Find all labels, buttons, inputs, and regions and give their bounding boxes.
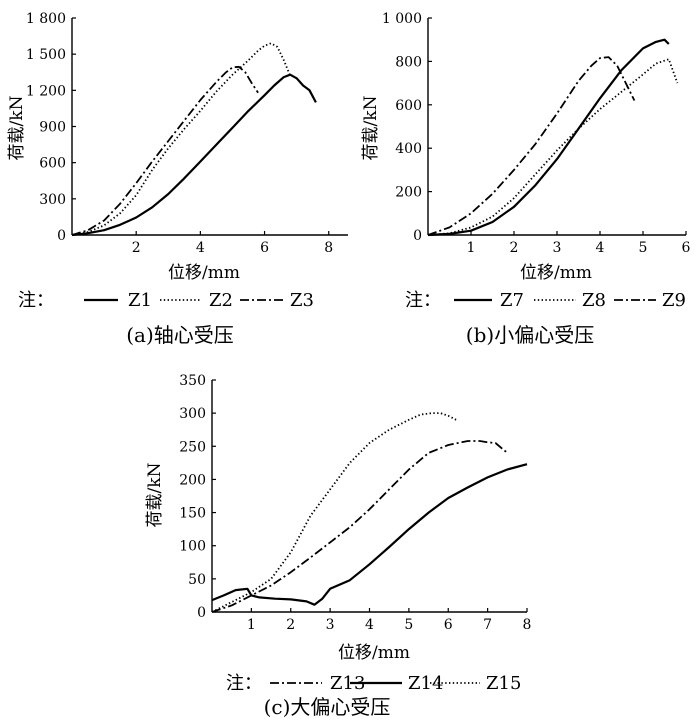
x-tick-label: 5	[639, 240, 648, 256]
legend-prefix: 注：	[226, 673, 262, 694]
y-tick-label: 0	[197, 605, 206, 621]
x-tick-label: 2	[286, 617, 295, 633]
panel-caption: (a)轴心受压	[126, 323, 234, 347]
y-tick-label: 150	[179, 506, 206, 522]
x-tick-label: 8	[523, 617, 532, 633]
x-tick-label: 2	[132, 240, 141, 256]
x-axis-title: 位移/mm	[168, 263, 240, 283]
x-tick-label: 6	[682, 240, 691, 256]
series-line-z2	[71, 42, 292, 236]
legend-label-z1: Z1	[128, 290, 152, 311]
series-line-z9	[427, 56, 636, 236]
y-tick-label: 0	[413, 228, 422, 244]
x-tick-label: 4	[365, 617, 374, 633]
legend-prefix: 注：	[405, 290, 441, 311]
y-tick-label: 1 500	[26, 47, 66, 63]
series-line-z14	[211, 463, 528, 606]
chart-panel-1: 2 4 6 8 0 300 600 900 1 200 1 500 1 800 位移/mm 荷载/kN 注…	[7, 11, 348, 347]
legend-label-z3: Z3	[290, 290, 314, 311]
x-tick-label: 3	[553, 240, 562, 256]
y-tick-label: 300	[39, 192, 66, 208]
y-tick-label: 1 800	[26, 11, 66, 27]
x-tick-label: 4	[596, 240, 605, 256]
series-line-z8	[427, 58, 679, 236]
chart-panel-2: 1 2 3 4 5 6 0 200 400 600 800 1 000 位移/mm 荷载/kN 注： Z7 Z8…	[361, 11, 691, 347]
y-tick-label: 300	[179, 406, 206, 422]
y-tick-label: 200	[179, 472, 206, 488]
y-tick-label: 250	[179, 439, 206, 455]
y-tick-label: 350	[179, 373, 206, 389]
y-tick-label: 900	[39, 120, 66, 136]
legend-label-z9: Z9	[662, 290, 686, 311]
x-tick-label: 4	[196, 240, 205, 256]
x-tick-label: 6	[444, 617, 453, 633]
y-tick-label: 1 000	[382, 11, 422, 27]
x-tick-label: 3	[326, 617, 335, 633]
series-line-z3	[71, 65, 259, 236]
legend-label-z2: Z2	[209, 290, 233, 311]
legend-label-z13: Z13	[330, 673, 365, 694]
y-tick-label: 0	[57, 228, 66, 244]
y-axis-title: 荷载/kN	[361, 95, 381, 160]
y-tick-label: 1 200	[26, 83, 66, 99]
y-tick-label: 600	[395, 98, 422, 114]
x-tick-label: 1	[247, 617, 256, 633]
panel-caption: (b)小偏心受压	[466, 323, 594, 347]
x-tick-label: 7	[483, 617, 492, 633]
y-axis-title: 荷载/kN	[145, 462, 165, 527]
y-tick-label: 400	[395, 141, 422, 157]
y-tick-label: 800	[395, 54, 422, 70]
series-line-z15	[211, 412, 457, 613]
x-tick-label: 8	[324, 240, 333, 256]
legend-prefix: 注：	[18, 290, 54, 311]
y-tick-label: 600	[39, 156, 66, 172]
x-axis-title: 位移/mm	[338, 643, 410, 663]
series-line-z7	[427, 38, 670, 237]
legend-label-z8: Z8	[582, 290, 606, 311]
y-axis-title: 荷载/kN	[7, 95, 27, 160]
x-tick-label: 2	[510, 240, 519, 256]
legend-label-z7: Z7	[500, 290, 524, 311]
y-tick-label: 200	[395, 185, 422, 201]
x-tick-label: 5	[404, 617, 413, 633]
x-tick-label: 6	[260, 240, 269, 256]
x-tick-label: 1	[467, 240, 476, 256]
series-line-z13	[211, 440, 508, 613]
y-tick-label: 100	[179, 539, 206, 555]
x-axis-title: 位移/mm	[520, 263, 592, 283]
legend-label-z14: Z14	[408, 673, 443, 694]
legend-label-z15: Z15	[486, 673, 521, 694]
panel-caption: (c)大偏心受压	[264, 695, 391, 719]
series-line-z1	[71, 73, 317, 237]
y-tick-label: 50	[188, 572, 206, 588]
chart-panel-3: 1 2 3 4 5 6 7 8 0 50 100 150 200 250 300 350 位移/mm 荷载/kN 注…	[145, 373, 531, 719]
